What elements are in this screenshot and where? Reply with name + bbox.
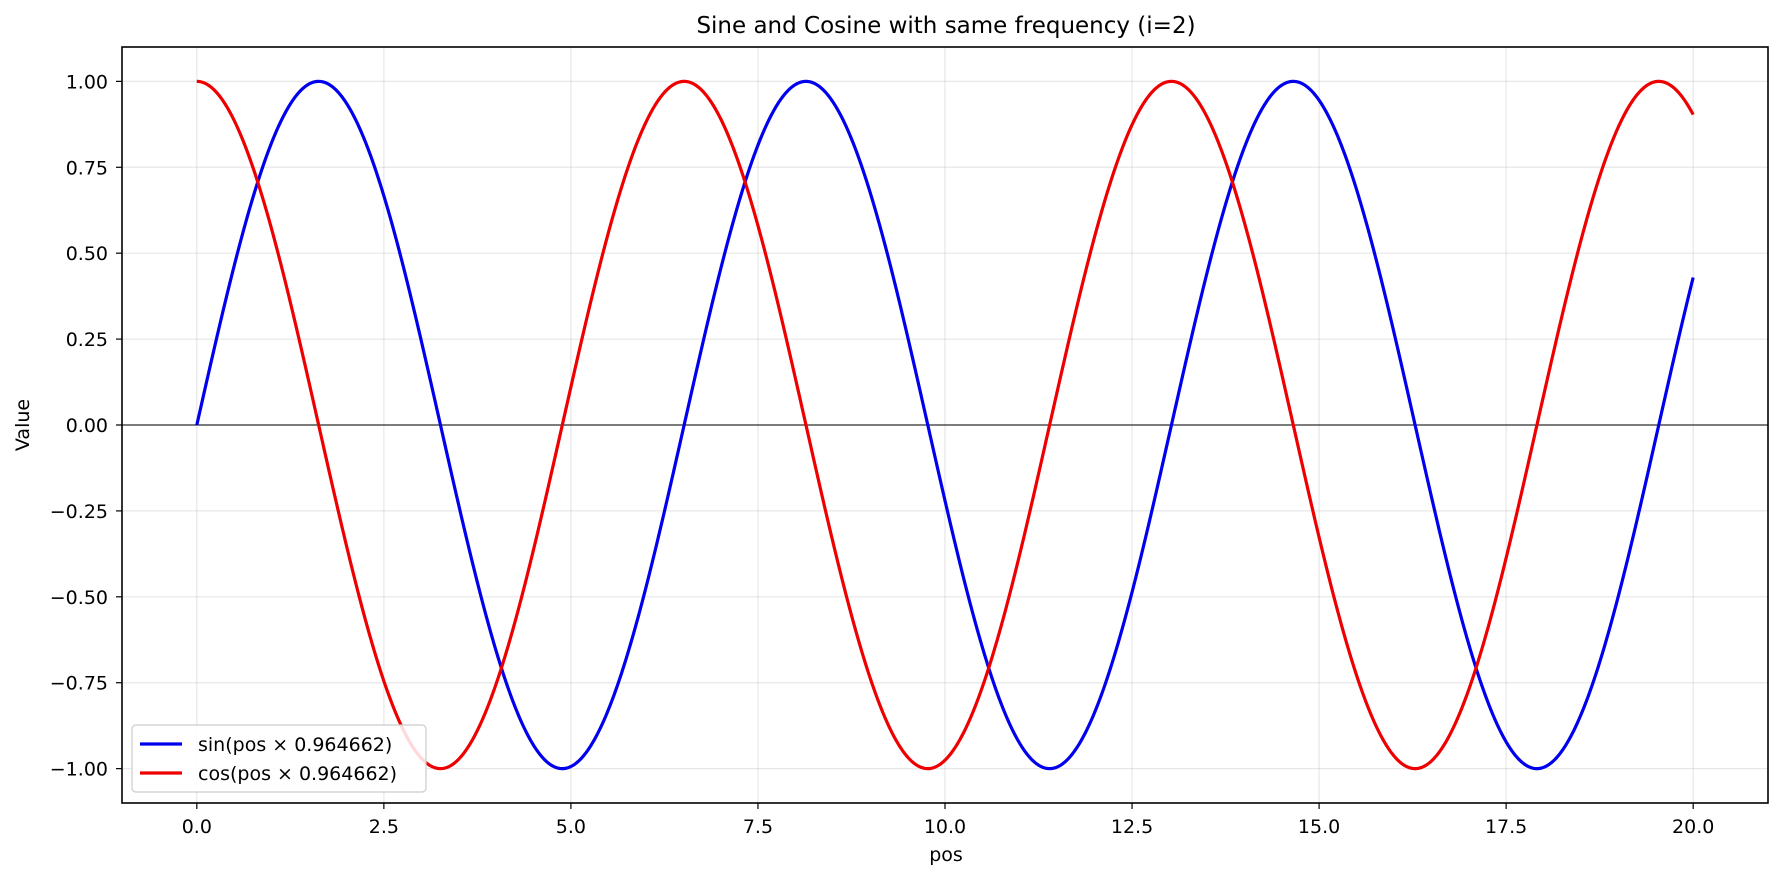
- y-tick-label: −0.25: [50, 501, 108, 523]
- legend-box: [131, 724, 427, 793]
- x-tick-label: 7.5: [743, 816, 773, 838]
- x-tick-label: 20.0: [1672, 816, 1714, 838]
- x-tick-label: 15.0: [1298, 816, 1340, 838]
- series-layer: [195, 79, 1695, 771]
- y-tick-label: 0.50: [66, 243, 108, 265]
- legend-label-cos: cos(pos × 0.964662): [198, 763, 397, 785]
- x-tick-label: 17.5: [1485, 816, 1527, 838]
- legend: sin(pos × 0.964662) cos(pos × 0.964662): [131, 724, 427, 793]
- x-tick-label: 2.5: [369, 816, 399, 838]
- y-axis-label: Value: [12, 399, 34, 451]
- chart-title: Sine and Cosine with same frequency (i=2…: [696, 13, 1195, 39]
- x-tick-label: 12.5: [1111, 816, 1153, 838]
- y-tick-label: −0.75: [50, 673, 108, 695]
- x-tick-label: 10.0: [924, 816, 966, 838]
- x-axis: 0.0 2.5 5.0 7.5 10.0 12.5 15.0 17.5 20.0: [182, 803, 1714, 838]
- x-tick-label: 0.0: [182, 816, 212, 838]
- series-line-cos: [196, 79, 1695, 771]
- x-axis-label: pos: [929, 844, 963, 866]
- y-tick-label: −1.00: [50, 759, 108, 781]
- y-axis: 1.00 0.75 0.50 0.25 0.00 −0.25 −0.50 −0.75 −1.00: [50, 71, 122, 781]
- y-tick-label: 1.00: [66, 71, 108, 93]
- y-tick-label: 0.25: [66, 329, 108, 351]
- y-tick-label: 0.00: [66, 415, 108, 437]
- y-tick-label: 0.75: [66, 157, 108, 179]
- y-tick-label: −0.50: [50, 587, 108, 609]
- x-tick-label: 5.0: [556, 816, 586, 838]
- legend-label-sin: sin(pos × 0.964662): [198, 734, 392, 756]
- series-line-sin: [195, 79, 1695, 771]
